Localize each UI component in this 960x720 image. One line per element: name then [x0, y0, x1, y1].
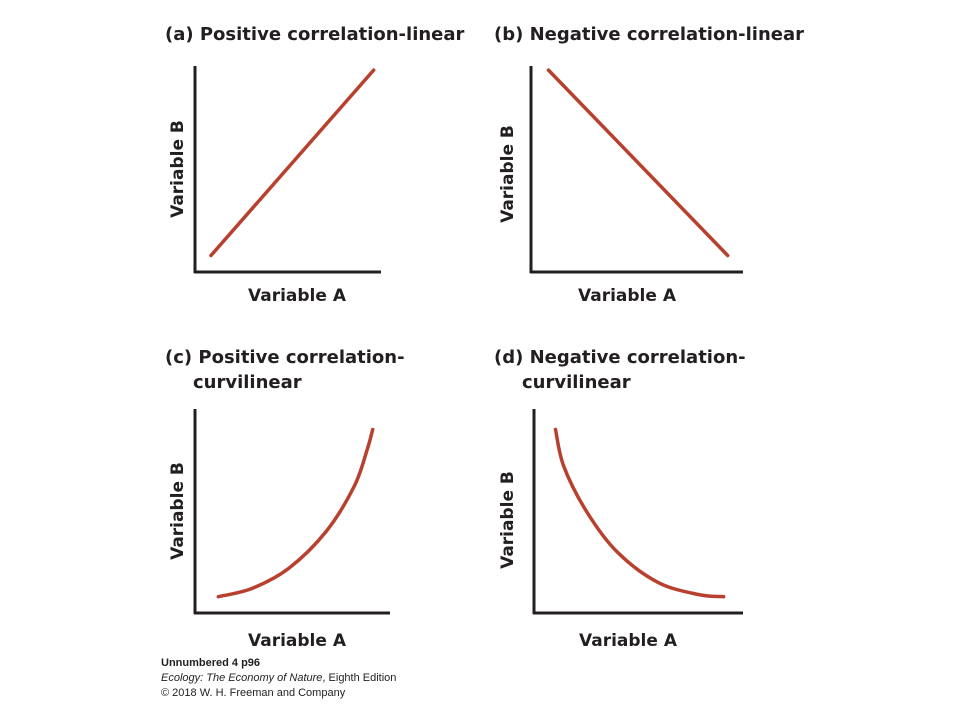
panel-c-title: (c) Positive correlation- curvilinear: [165, 345, 405, 395]
copyright: © 2018 W. H. Freeman and Company: [161, 687, 346, 699]
figure-id: Unnumbered 4 p96: [161, 657, 261, 669]
panel-b-y-label: Variable B: [498, 125, 518, 223]
panel-a: Variable A Variable B: [168, 66, 381, 306]
panel-d-title-line1: (d) Negative correlation-: [494, 347, 746, 368]
panel-d: Variable A Variable B: [498, 409, 743, 651]
panel-c-trend-curve: [216, 427, 375, 599]
panel-a-trend-line: [209, 68, 376, 258]
panel-c-title-line2: curvilinear: [193, 372, 302, 393]
source-line: Ecology: The Economy of Nature, Eighth E…: [161, 671, 396, 686]
panel-a-title: (a) Positive correlation-linear: [165, 24, 465, 45]
panel-b: Variable A Variable B: [498, 66, 743, 306]
panel-a-y-label: Variable B: [168, 120, 188, 218]
book-title: Ecology: The Economy of Nature: [161, 672, 323, 684]
panel-d-title: (d) Negative correlation- curvilinear: [494, 345, 746, 395]
panel-d-x-label: Variable A: [579, 631, 678, 651]
panel-c-y-label: Variable B: [168, 462, 188, 560]
panel-c-title-line1: (c) Positive correlation-: [165, 347, 405, 368]
panel-b-title: (b) Negative correlation-linear: [494, 24, 805, 45]
panel-d-y-label: Variable B: [498, 471, 518, 569]
panel-c-x-label: Variable A: [248, 631, 347, 651]
figure-credits: Unnumbered 4 p96 Ecology: The Economy of…: [161, 656, 396, 701]
panel-c: Variable A Variable B: [168, 409, 390, 651]
panel-d-title-line2: curvilinear: [522, 372, 631, 393]
panel-d-trend-curve: [553, 427, 726, 599]
panel-a-x-label: Variable A: [248, 286, 347, 306]
panel-b-x-label: Variable A: [578, 286, 677, 306]
book-edition: , Eighth Edition: [322, 672, 397, 684]
panel-b-trend-line: [546, 68, 730, 258]
